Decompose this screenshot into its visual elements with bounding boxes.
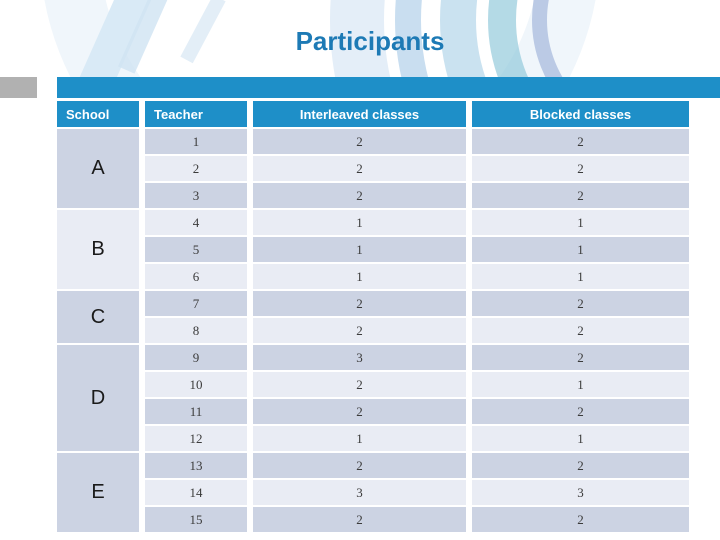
school-cell: B	[57, 210, 139, 289]
teacher-cell: 7	[145, 291, 247, 316]
teacher-cell: 14	[145, 480, 247, 505]
interleaved-cell: 1	[253, 210, 466, 235]
interleaved-cell: 2	[253, 183, 466, 208]
blocked-cell: 1	[472, 372, 689, 397]
blocked-cell: 2	[472, 129, 689, 154]
interleaved-cell: 2	[253, 399, 466, 424]
column-header-teacher: Teacher	[145, 101, 247, 127]
blocked-cell: 3	[472, 480, 689, 505]
blocked-cell: 1	[472, 264, 689, 289]
blocked-cell: 2	[472, 318, 689, 343]
blocked-cell: 2	[472, 507, 689, 532]
table-row: E 13 2 2	[57, 453, 689, 532]
school-cell: E	[57, 453, 139, 532]
column-header-blocked: Blocked classes	[472, 101, 689, 127]
column-header-school: School	[57, 101, 139, 127]
teacher-cell: 4	[145, 210, 247, 235]
school-cell: D	[57, 345, 139, 451]
gray-accent-block	[0, 77, 37, 98]
interleaved-cell: 2	[253, 507, 466, 532]
interleaved-cell: 1	[253, 264, 466, 289]
interleaved-cell: 2	[253, 453, 466, 478]
blocked-cell: 2	[472, 291, 689, 316]
teacher-cell: 9	[145, 345, 247, 370]
blue-divider-bar	[57, 77, 720, 98]
blocked-cell: 1	[472, 237, 689, 262]
table-row: 10 2 1	[57, 372, 689, 397]
blocked-cell: 2	[472, 453, 689, 478]
teacher-cell: 5	[145, 237, 247, 262]
teacher-cell: 8	[145, 318, 247, 343]
teacher-cell: 11	[145, 399, 247, 424]
blocked-cell: 1	[472, 210, 689, 235]
interleaved-cell: 2	[253, 318, 466, 343]
teacher-cell: 13	[145, 453, 247, 478]
teacher-cell: 2	[145, 156, 247, 181]
column-header-interleaved: Interleaved classes	[253, 101, 466, 127]
blocked-cell: 2	[472, 156, 689, 181]
blocked-cell: 1	[472, 426, 689, 451]
slide-title: Participants	[295, 26, 445, 56]
teacher-cell: 10	[145, 372, 247, 397]
interleaved-cell: 2	[253, 372, 466, 397]
table-row: 14 3 3	[57, 480, 689, 505]
interleaved-cell: 2	[253, 156, 466, 181]
interleaved-cell: 1	[253, 237, 466, 262]
teacher-cell: 6	[145, 264, 247, 289]
school-cell: C	[57, 291, 139, 343]
teacher-cell: 12	[145, 426, 247, 451]
interleaved-cell: 3	[253, 345, 466, 370]
table-row: 15 2 2	[57, 507, 689, 532]
school-cell: A	[57, 129, 139, 208]
interleaved-cell: 1	[253, 426, 466, 451]
interleaved-cell: 2	[253, 129, 466, 154]
participants-table: School Teacher Interleaved classes Block…	[51, 99, 695, 534]
blocked-cell: 2	[472, 345, 689, 370]
table-header-row: School Teacher Interleaved classes Block…	[57, 101, 689, 127]
teacher-cell: 15	[145, 507, 247, 532]
table-row: 12 1 1	[57, 426, 689, 451]
teacher-cell: 3	[145, 183, 247, 208]
blocked-cell: 2	[472, 399, 689, 424]
interleaved-cell: 2	[253, 291, 466, 316]
table-body: A 1 2 2 2 2 2 3 2 2 B 4 1 1 5 1 1 6 1 1 C 7 2 2 8 2 2 D 9 3 2 10 2 1 11 2 2 1…	[57, 129, 689, 532]
teacher-cell: 1	[145, 129, 247, 154]
interleaved-cell: 3	[253, 480, 466, 505]
blocked-cell: 2	[472, 183, 689, 208]
table-row: 11 2 2	[57, 399, 689, 424]
